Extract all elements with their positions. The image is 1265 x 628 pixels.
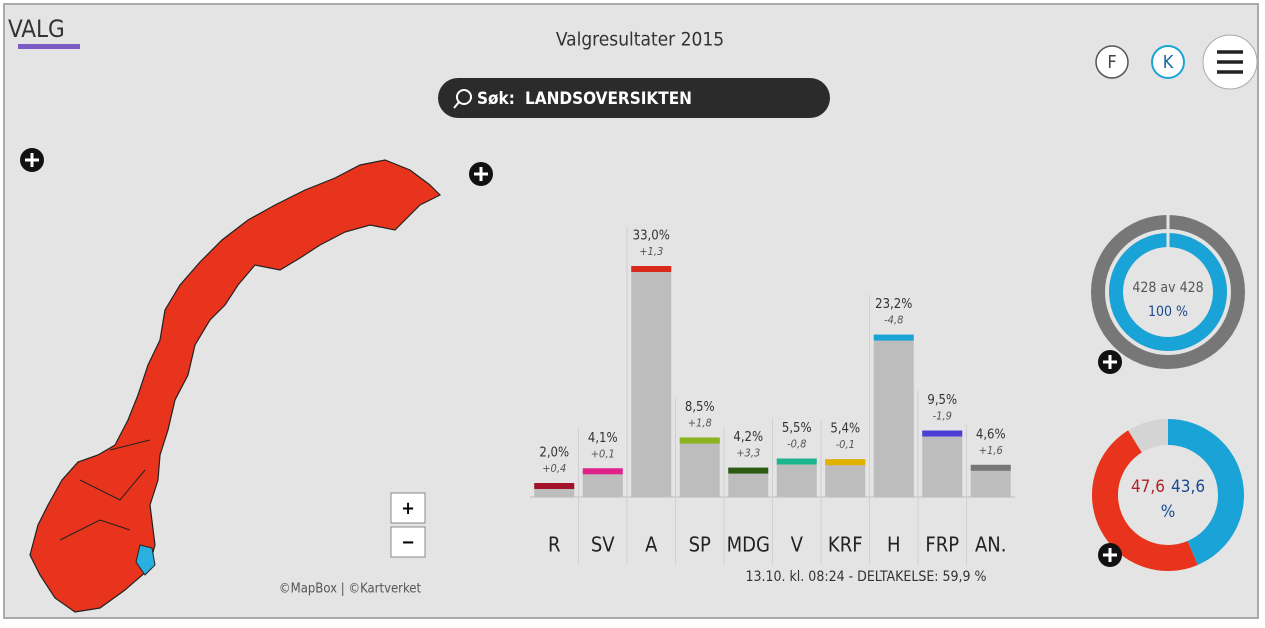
value-label: 5,4% bbox=[830, 422, 860, 437]
f-label: F bbox=[1107, 52, 1116, 73]
logo: VALG bbox=[8, 15, 65, 43]
logo-stripe bbox=[18, 44, 80, 49]
party-label: R bbox=[548, 533, 561, 557]
bar-cap bbox=[776, 458, 817, 465]
party-label: H bbox=[887, 533, 901, 557]
value-label: 9,5% bbox=[927, 393, 957, 408]
bar-cap bbox=[825, 459, 866, 466]
change-label: +1,6 bbox=[979, 444, 1003, 457]
party-label: SP bbox=[689, 533, 711, 557]
change-label: +0,1 bbox=[591, 447, 615, 460]
party-label: KRF bbox=[828, 533, 863, 557]
search-label: Søk: bbox=[477, 89, 515, 109]
bar-cap bbox=[728, 467, 769, 474]
bar bbox=[631, 266, 672, 497]
value-label: 5,5% bbox=[782, 421, 812, 436]
left-block: 47,6 bbox=[1131, 477, 1165, 497]
value-label: 4,2% bbox=[733, 430, 763, 445]
change-label: -0,8 bbox=[787, 438, 806, 451]
map-region-selected bbox=[135, 544, 156, 576]
block-unit: % bbox=[1161, 502, 1176, 522]
bar bbox=[922, 430, 963, 497]
change-label: +1,3 bbox=[639, 245, 663, 258]
plus-button[interactable] bbox=[20, 148, 44, 172]
change-label: -4,8 bbox=[884, 314, 903, 327]
party-label: AN. bbox=[975, 533, 1006, 557]
zoom-in-label: + bbox=[401, 498, 415, 519]
map-borders bbox=[59, 439, 151, 541]
party-label: A bbox=[645, 533, 658, 557]
change-label: +1,8 bbox=[688, 417, 712, 430]
change-label: +3,3 bbox=[736, 447, 760, 460]
counted-label: 428 av 428 bbox=[1132, 280, 1203, 296]
menu-button[interactable] bbox=[1202, 34, 1258, 90]
value-label: 4,6% bbox=[976, 427, 1006, 442]
bar bbox=[776, 458, 817, 497]
party-label: MDG bbox=[727, 533, 770, 557]
bar bbox=[679, 437, 720, 497]
plus-button[interactable] bbox=[469, 162, 493, 186]
zoom-in[interactable]: + bbox=[390, 492, 426, 524]
change-label: -0,1 bbox=[836, 438, 855, 451]
right-block: 43,6 bbox=[1171, 477, 1205, 497]
bar-cap bbox=[970, 464, 1011, 471]
counted-percent: 100 % bbox=[1148, 304, 1188, 320]
value-label: 4,1% bbox=[588, 431, 618, 446]
bar-cap bbox=[534, 483, 575, 489]
value-label: 8,5% bbox=[685, 400, 715, 415]
k-label: K bbox=[1163, 52, 1174, 73]
bar-cap bbox=[873, 334, 914, 341]
map-norway bbox=[29, 159, 442, 613]
bar-cap bbox=[922, 430, 963, 437]
party-label: SV bbox=[591, 533, 615, 557]
counted-arc bbox=[1109, 233, 1227, 351]
results-footer: 13.10. kl. 08:24 - DELTAKELSE: 59,9 % bbox=[745, 569, 986, 585]
search-bar[interactable]: Søk: LANDSOVERSIKTEN bbox=[438, 78, 830, 118]
change-label: +0,4 bbox=[542, 462, 566, 475]
value-label: 33,0% bbox=[633, 229, 670, 244]
zoom-out-label: − bbox=[401, 532, 415, 553]
left-block-arc bbox=[1091, 430, 1198, 571]
plus-button[interactable] bbox=[1098, 543, 1122, 567]
plus-button[interactable] bbox=[1098, 350, 1122, 374]
k-button[interactable]: K bbox=[1151, 45, 1185, 79]
party-label: FRP bbox=[925, 533, 959, 557]
party-label: V bbox=[791, 533, 804, 557]
bar-cap bbox=[679, 437, 720, 444]
value-label: 2,0% bbox=[539, 446, 569, 461]
change-label: -1,9 bbox=[933, 410, 952, 423]
bar-cap bbox=[631, 266, 672, 272]
attribution: ©MapBox | ©Kartverket bbox=[279, 582, 422, 597]
bar bbox=[825, 459, 866, 497]
value-label: 23,2% bbox=[875, 297, 912, 312]
search-query: LANDSOVERSIKTEN bbox=[525, 89, 692, 109]
bar bbox=[873, 334, 914, 497]
right-block-arc bbox=[1167, 419, 1244, 565]
bar-cap bbox=[582, 468, 623, 475]
f-button[interactable]: F bbox=[1095, 45, 1129, 79]
zoom-out[interactable]: − bbox=[390, 526, 426, 558]
title: Valgresultater 2015 bbox=[556, 29, 724, 51]
